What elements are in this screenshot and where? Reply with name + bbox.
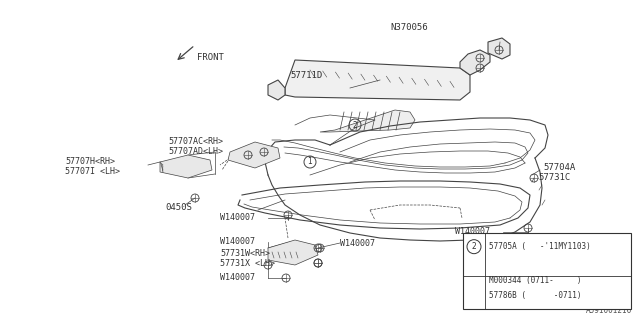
Text: 57786B (      -0711): 57786B ( -0711) (489, 291, 582, 300)
Text: A591001216: A591001216 (586, 306, 632, 315)
Polygon shape (285, 60, 470, 100)
Text: 1: 1 (308, 157, 312, 166)
Text: 2: 2 (353, 121, 357, 130)
Polygon shape (228, 142, 280, 168)
Text: N370056: N370056 (390, 23, 428, 33)
Text: W140007: W140007 (220, 274, 255, 283)
Text: 57705A (   -'11MY1103): 57705A ( -'11MY1103) (489, 242, 591, 251)
Polygon shape (320, 110, 415, 132)
Text: 57704A: 57704A (543, 164, 575, 172)
Text: 57707H<RH>: 57707H<RH> (65, 157, 115, 166)
Text: 57707AC<RH>: 57707AC<RH> (168, 138, 223, 147)
Text: 57711D: 57711D (290, 71, 323, 81)
Text: M000344 (0711-     ): M000344 (0711- ) (489, 276, 582, 284)
Text: 2: 2 (472, 242, 476, 251)
Text: 57731W<RH>: 57731W<RH> (220, 249, 270, 258)
Bar (463, 233, 631, 309)
Text: 57707AD<LH>: 57707AD<LH> (168, 148, 223, 156)
Text: 57731X <LH>: 57731X <LH> (220, 259, 275, 268)
Text: 57731C: 57731C (538, 173, 570, 182)
Text: FRONT: FRONT (197, 53, 224, 62)
Polygon shape (268, 80, 285, 100)
Text: W140007: W140007 (220, 213, 255, 222)
Text: 0450S: 0450S (165, 204, 192, 212)
Text: 57707I <LH>: 57707I <LH> (65, 167, 120, 177)
Polygon shape (460, 50, 490, 75)
Polygon shape (160, 155, 212, 178)
Text: W140007: W140007 (455, 228, 490, 236)
Polygon shape (488, 38, 510, 59)
Polygon shape (268, 240, 318, 265)
Text: 1: 1 (472, 285, 476, 294)
Text: W140007: W140007 (340, 238, 375, 247)
Text: W140007: W140007 (220, 237, 255, 246)
